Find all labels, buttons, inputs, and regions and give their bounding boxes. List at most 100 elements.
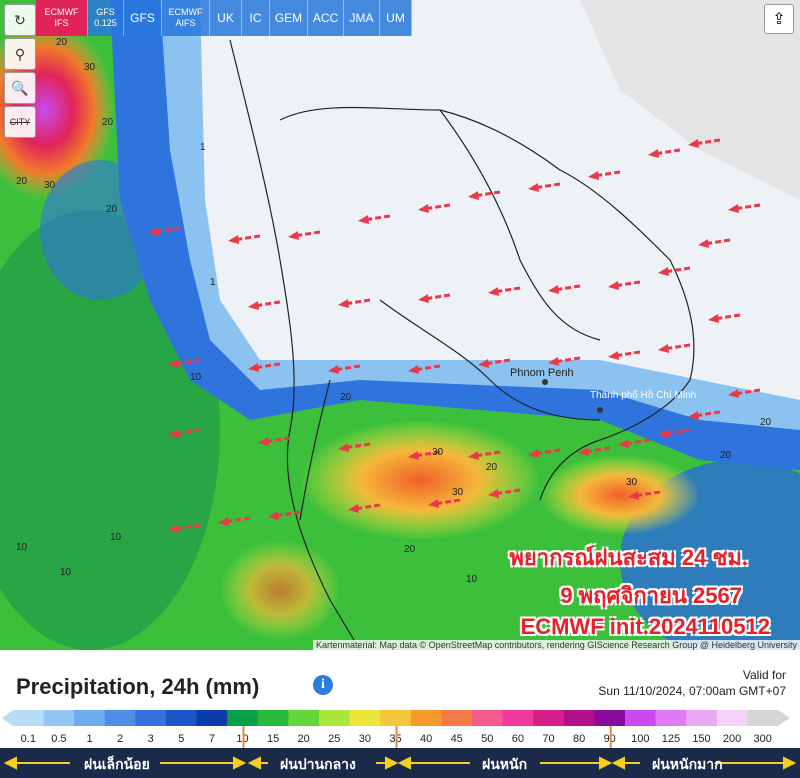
rain-value: 20 bbox=[16, 176, 28, 187]
scale-label: 3 bbox=[148, 733, 154, 745]
wind-arrow-head bbox=[548, 285, 559, 294]
overlay-text: พยากรณ์ฝนสะสม 24 ชม. bbox=[509, 545, 748, 570]
rain-area bbox=[300, 420, 540, 540]
color-cell bbox=[533, 710, 565, 726]
wind-arrow-head bbox=[288, 231, 299, 240]
wind-arrow-head bbox=[528, 449, 539, 458]
color-cell bbox=[410, 710, 442, 726]
model-buttons: ECMWF IFS GFS 0.125 GFS ECMWF AIFS UK IC GEM AC… bbox=[36, 0, 412, 36]
model-button[interactable]: GFS bbox=[124, 0, 162, 36]
color-cell bbox=[716, 710, 748, 726]
wind-arrow-head bbox=[608, 281, 619, 290]
category-label: ฝนหนัก bbox=[482, 756, 528, 772]
scale-label: 80 bbox=[573, 733, 585, 745]
valid-time: Sun 11/10/2024, 07:00am GMT+07 bbox=[598, 684, 786, 698]
borders bbox=[229, 39, 695, 650]
wind-arrow-head bbox=[338, 299, 349, 308]
share-button[interactable]: ⇪ bbox=[764, 4, 794, 34]
scale-label: 0.5 bbox=[51, 733, 66, 745]
refresh-button[interactable]: ↻ bbox=[4, 4, 36, 36]
scale-label: 70 bbox=[542, 733, 554, 745]
scale-label: 5 bbox=[178, 733, 184, 745]
wind-arrow-head bbox=[578, 447, 589, 456]
model-button[interactable]: GFS 0.125 bbox=[88, 0, 124, 36]
wind-arrow-head bbox=[618, 439, 629, 448]
model-button[interactable]: JMA bbox=[344, 0, 380, 36]
bar-end bbox=[778, 710, 790, 726]
color-cell bbox=[686, 710, 718, 726]
scale-label: 60 bbox=[512, 733, 524, 745]
model-button[interactable]: ECMWF AIFS bbox=[162, 0, 210, 36]
wind-arrow-head bbox=[338, 443, 349, 452]
wind-arrow-head bbox=[608, 351, 619, 360]
wind-arrow-head bbox=[588, 171, 599, 180]
scale-label: 125 bbox=[662, 733, 680, 745]
rain-value: 20 bbox=[340, 392, 352, 403]
color-cell bbox=[319, 710, 351, 726]
bar-end bbox=[2, 710, 13, 726]
zoom-button[interactable]: 🔍 bbox=[4, 72, 36, 104]
scale-label: 1 bbox=[86, 733, 92, 745]
scale-label: 45 bbox=[451, 733, 463, 745]
locate-button[interactable]: ⚲ bbox=[4, 38, 36, 70]
category-label: ฝนเล็กน้อย bbox=[84, 756, 150, 772]
model-button[interactable]: IC bbox=[242, 0, 270, 36]
category-dividers bbox=[3, 756, 797, 770]
wind-arrow-head bbox=[268, 511, 279, 520]
rain-value: 30 bbox=[84, 62, 96, 73]
rain-value: 1 bbox=[200, 142, 206, 153]
wind-arrow-head bbox=[698, 239, 709, 248]
rain-area bbox=[540, 455, 700, 535]
color-cell bbox=[166, 710, 198, 726]
scale-label: 2 bbox=[117, 733, 123, 745]
info-button[interactable]: i bbox=[313, 675, 333, 695]
rain-value: 10 bbox=[110, 532, 122, 543]
wind-arrow-head bbox=[658, 267, 669, 276]
wind-arrow-head bbox=[428, 499, 439, 508]
color-cell bbox=[563, 710, 595, 726]
category-label: ฝนหนักมาก bbox=[652, 756, 723, 772]
model-button[interactable]: GEM bbox=[270, 0, 308, 36]
city-label: Thành phố Hồ Chí Minh bbox=[590, 389, 696, 401]
model-button[interactable]: ECMWF IFS bbox=[36, 0, 88, 36]
wind-arrow-head bbox=[468, 191, 479, 200]
arrows bbox=[148, 138, 761, 533]
wind-arrow-head bbox=[468, 451, 479, 460]
scale-label: 100 bbox=[631, 733, 649, 745]
scale-label: 25 bbox=[328, 733, 340, 745]
rain-value: 20 bbox=[56, 37, 68, 48]
wind-arrow-head bbox=[488, 287, 499, 296]
color-cell bbox=[349, 710, 381, 726]
color-cell bbox=[502, 710, 534, 726]
city-marker bbox=[542, 379, 548, 385]
scale-label: 50 bbox=[481, 733, 493, 745]
rain-value: 10 bbox=[466, 574, 478, 585]
wind-arrow-head bbox=[658, 429, 669, 438]
wind-arrow-head bbox=[418, 294, 429, 303]
dry-area bbox=[580, 0, 800, 200]
scale-label: 150 bbox=[692, 733, 710, 745]
wind-arrow-head bbox=[628, 491, 639, 500]
wind-arrow-head bbox=[418, 204, 429, 213]
rain-values: 20 30 20 30 10 10 10 20 30 20 30 20 10 10 20 20 30 20 20 1 1 bbox=[16, 37, 772, 585]
scale-label: 15 bbox=[267, 733, 279, 745]
attribution: Kartenmaterial: Map data © OpenStreetMap… bbox=[313, 640, 800, 651]
category-label: ฝนปานกลาง bbox=[280, 756, 356, 772]
model-button[interactable]: UK bbox=[210, 0, 242, 36]
city-button[interactable]: CITY bbox=[4, 106, 36, 138]
wind-arrow-head bbox=[168, 359, 179, 368]
wind-arrow-head bbox=[248, 301, 259, 310]
color-cell bbox=[227, 710, 259, 726]
overlay-text: 9 พฤศจิกายน 2567 bbox=[560, 583, 742, 608]
wind-arrow-head bbox=[728, 204, 739, 213]
rain-value: 20 bbox=[106, 204, 118, 215]
wind-arrow-head bbox=[258, 437, 269, 446]
scale-label: 30 bbox=[359, 733, 371, 745]
model-button[interactable]: ACC bbox=[308, 0, 344, 36]
wind-arrow-head bbox=[658, 344, 669, 353]
wind-arrow-head bbox=[228, 235, 239, 244]
wind-arrow-head bbox=[358, 215, 369, 224]
model-button[interactable]: UM bbox=[380, 0, 412, 36]
color-cell bbox=[594, 710, 626, 726]
color-cell bbox=[13, 710, 45, 726]
